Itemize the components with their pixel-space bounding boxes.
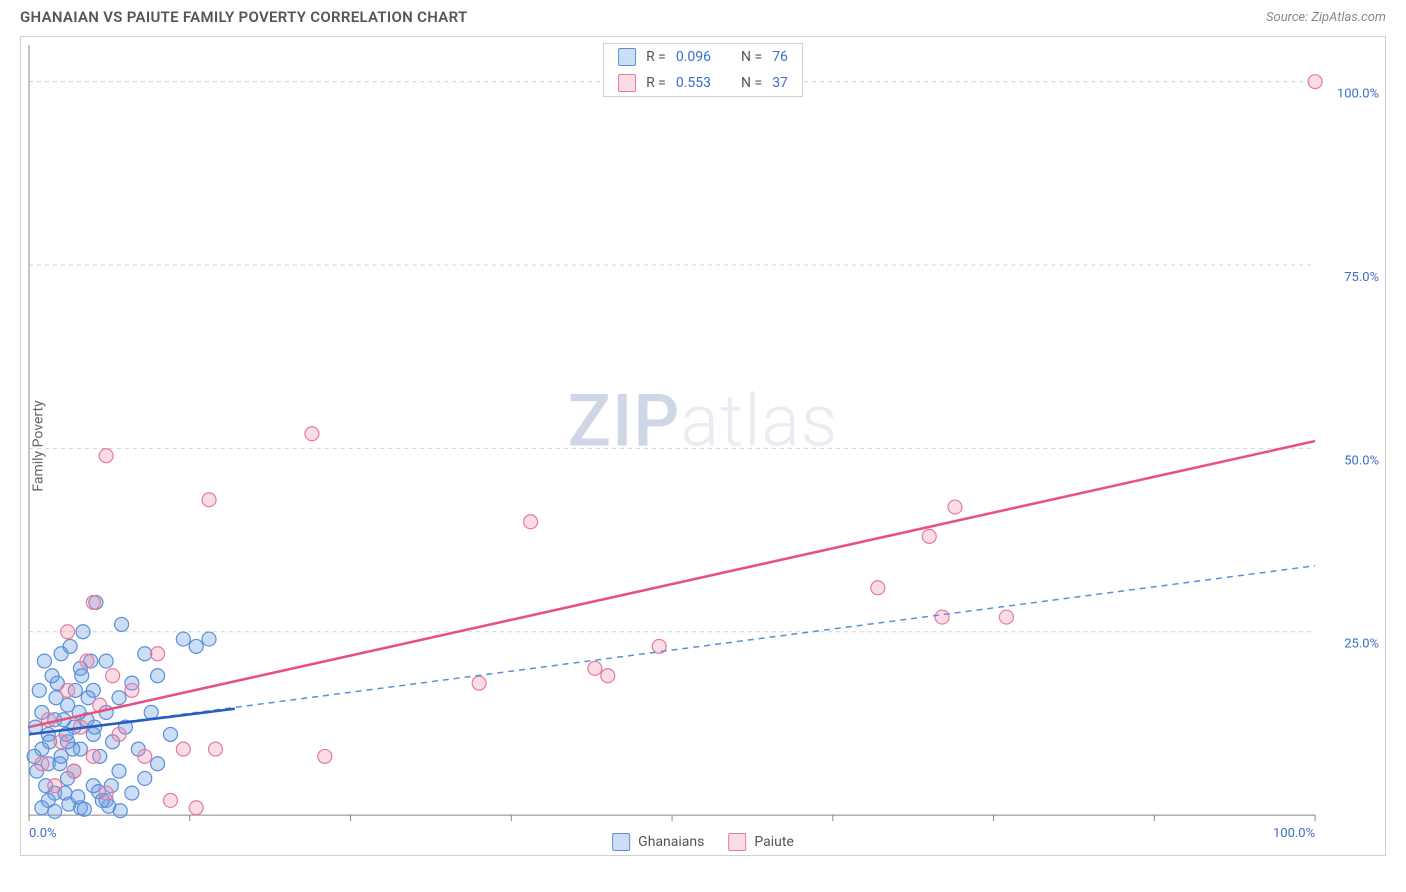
scatter-plot: 25.0% 50.0% 75.0% 100.0% 0.0% 100.0% — [21, 37, 1385, 855]
legend-series-pink: Paiute — [728, 833, 794, 851]
r-value-blue: 0.096 — [676, 49, 711, 65]
chart-area: Family Poverty ZIPatlas 25.0%50.0%75.0%1… — [20, 36, 1386, 856]
r-label: R = — [646, 49, 666, 65]
swatch-blue-icon — [618, 48, 636, 66]
svg-text:100.0%: 100.0% — [1337, 87, 1379, 102]
n-value-pink: 37 — [772, 75, 788, 91]
svg-text:0.0%: 0.0% — [29, 826, 57, 841]
r-label: R = — [646, 75, 666, 91]
chart-header: GHANAIAN VS PAIUTE FAMILY POVERTY CORREL… — [0, 0, 1406, 30]
legend-label-blue: Ghanaians — [638, 834, 704, 850]
swatch-pink-icon — [728, 833, 746, 851]
legend-stats-row-blue: R = 0.096 N = 76 — [604, 44, 802, 70]
svg-text:100.0%: 100.0% — [1273, 826, 1315, 841]
legend-series: Ghanaians Paiute — [612, 833, 794, 851]
legend-label-pink: Paiute — [754, 834, 794, 850]
svg-text:50.0%: 50.0% — [1344, 453, 1379, 468]
chart-title: GHANAIAN VS PAIUTE FAMILY POVERTY CORREL… — [20, 8, 467, 26]
legend-stats: R = 0.096 N = 76 R = 0.553 N = 37 — [603, 43, 803, 97]
legend-stats-row-pink: R = 0.553 N = 37 — [604, 70, 802, 96]
chart-source: Source: ZipAtlas.com — [1266, 10, 1386, 25]
svg-text:75.0%: 75.0% — [1344, 270, 1379, 285]
legend-series-blue: Ghanaians — [612, 833, 704, 851]
n-label: N = — [741, 49, 762, 65]
r-value-pink: 0.553 — [676, 75, 711, 91]
n-value-blue: 76 — [772, 49, 788, 65]
swatch-blue-icon — [612, 833, 630, 851]
svg-text:25.0%: 25.0% — [1344, 637, 1379, 652]
swatch-pink-icon — [618, 74, 636, 92]
n-label: N = — [741, 75, 762, 91]
